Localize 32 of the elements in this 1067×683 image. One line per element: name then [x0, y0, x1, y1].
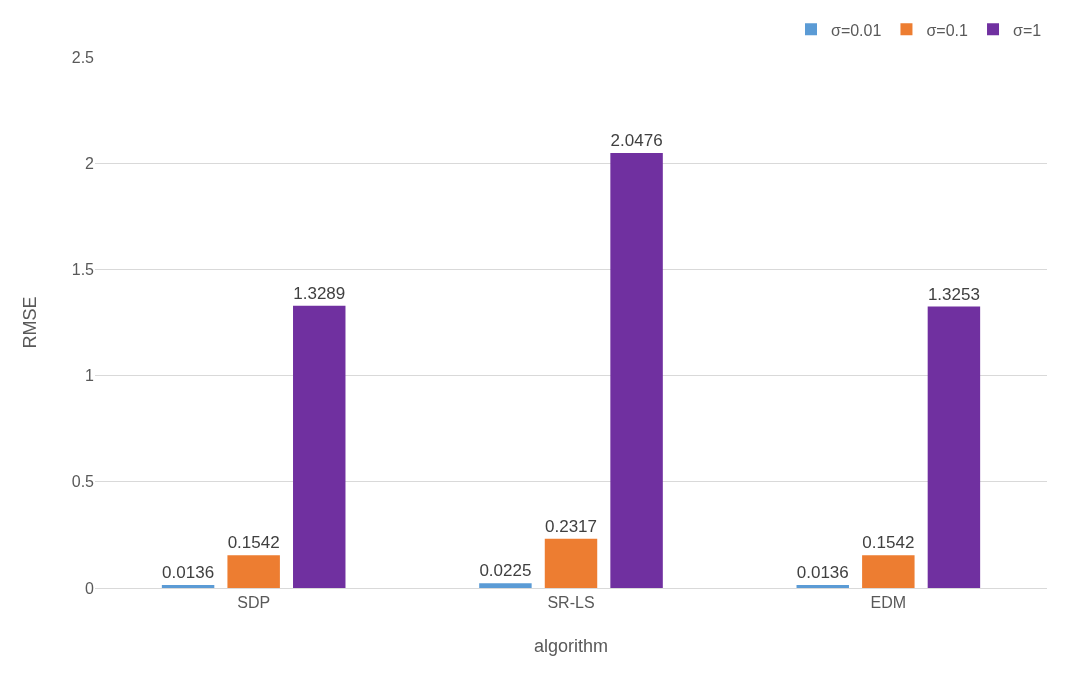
y-axis-title: RMSE	[19, 296, 40, 349]
data-label: 0.2317	[545, 516, 597, 536]
bar	[161, 585, 215, 588]
y-tick-label: 0.5	[71, 473, 95, 491]
x-tick-label: EDM	[870, 594, 907, 612]
y-tick-label: 1.5	[71, 261, 95, 278]
data-label: 1.3289	[293, 283, 346, 303]
y-tick-label: 0	[85, 579, 95, 597]
data-label: 0.0225	[479, 561, 532, 581]
x-tick-label: SDP	[237, 594, 271, 612]
data-label: 0.1542	[227, 533, 280, 553]
legend-label: σ=0.01	[831, 21, 882, 39]
data-label: 2.0476	[610, 131, 663, 151]
bar	[544, 538, 598, 588]
data-label: 1.3253	[927, 284, 980, 304]
legend-label: σ=0.1	[926, 21, 969, 39]
data-label: 0.0136	[796, 563, 849, 583]
bar	[227, 555, 280, 588]
bar	[610, 153, 663, 588]
bar	[293, 305, 346, 588]
data-label: 0.1542	[862, 533, 915, 553]
x-tick-label: SR-LS	[547, 594, 595, 612]
x-axis-title: algorithm	[533, 636, 609, 656]
data-label: 0.0136	[162, 563, 215, 583]
bar	[796, 585, 849, 588]
bar	[927, 306, 981, 588]
y-tick-label: 1	[85, 367, 95, 385]
bar	[479, 583, 532, 588]
legend-label: σ=1	[1013, 21, 1042, 39]
y-tick-label: 2.5	[71, 48, 95, 66]
y-tick-label: 2	[85, 154, 95, 172]
bar	[862, 555, 915, 588]
